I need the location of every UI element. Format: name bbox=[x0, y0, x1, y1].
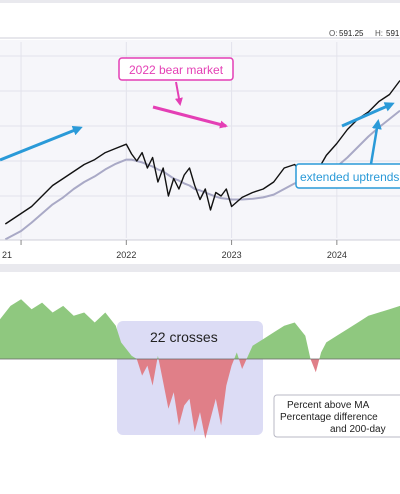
high-value: 591 bbox=[386, 29, 400, 38]
uptrend-arrow-left bbox=[0, 125, 83, 162]
x-tick-label: 2024 bbox=[327, 250, 347, 260]
x-tick-label: 2023 bbox=[222, 250, 242, 260]
header-strip bbox=[0, 0, 400, 38]
oscillator-positive-area bbox=[0, 299, 400, 359]
crosses-label: 22 crosses bbox=[150, 329, 218, 345]
oscillator-area-group bbox=[0, 299, 400, 439]
legend-line-3: and 200-day bbox=[330, 424, 386, 435]
x-tick-label: 2022 bbox=[116, 250, 136, 260]
x-tick-label: 21 bbox=[2, 250, 12, 260]
legend-line-2: Percentage difference bbox=[280, 412, 378, 423]
indicator-legend-box bbox=[273, 394, 400, 438]
uptrends-callout bbox=[295, 163, 400, 189]
x-axis-band bbox=[0, 240, 400, 264]
panel-separator bbox=[0, 264, 400, 272]
x-axis-ticks: 21 2022 2023 2024 bbox=[2, 240, 347, 260]
header-top-border bbox=[0, 0, 400, 3]
bear-market-callout bbox=[118, 57, 234, 81]
bear-market-trend-arrow bbox=[152, 105, 228, 129]
price-gridlines bbox=[0, 42, 400, 238]
legend-line-1: Percent above MA bbox=[287, 400, 370, 411]
oscillator-negative-area bbox=[0, 359, 400, 439]
uptrend-pointer-arrow bbox=[369, 119, 382, 165]
bear-market-pointer-arrow bbox=[174, 81, 183, 106]
high-label: H: bbox=[375, 29, 383, 38]
uptrend-arrow-right bbox=[341, 102, 395, 128]
bear-market-label: 2022 bear market bbox=[129, 63, 224, 77]
uptrends-label: extended uptrends bbox=[300, 170, 399, 184]
open-label: O: bbox=[329, 29, 337, 38]
open-value: 591.25 bbox=[339, 29, 364, 38]
